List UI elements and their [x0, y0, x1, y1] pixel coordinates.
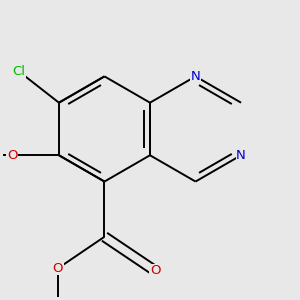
Text: O: O — [150, 264, 160, 278]
Text: O: O — [53, 262, 63, 275]
Text: O: O — [7, 149, 17, 162]
Text: N: N — [191, 70, 200, 83]
Text: N: N — [236, 149, 246, 162]
Text: Cl: Cl — [12, 64, 25, 78]
